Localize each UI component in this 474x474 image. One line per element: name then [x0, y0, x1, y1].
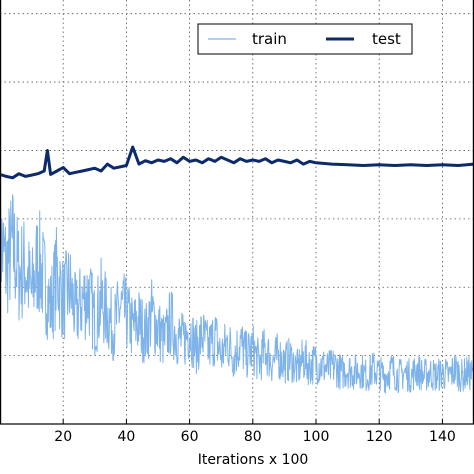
legend-test-label: test [372, 30, 401, 48]
grid [0, 0, 474, 424]
x-tick-label: 100 [303, 429, 330, 445]
x-tick-label: 20 [54, 429, 72, 445]
x-tick-label: 40 [117, 429, 135, 445]
x-tick-label: 120 [366, 429, 393, 445]
x-tick-label: 140 [429, 429, 456, 445]
train-series [0, 187, 474, 394]
test-series [0, 145, 474, 180]
plot-frame [0, 0, 474, 425]
x-tick-label: 60 [181, 429, 199, 445]
x-axis-label: Iterations x 100 [198, 452, 309, 468]
test-line [0, 145, 474, 180]
legend-train-label: train [252, 30, 287, 48]
x-axis-ticks: 20 40 60 80 100 120 140 [54, 419, 456, 445]
legend-box [197, 23, 413, 55]
train-line [0, 187, 474, 394]
legend: train test [197, 23, 413, 55]
x-tick-label: 80 [244, 429, 262, 445]
